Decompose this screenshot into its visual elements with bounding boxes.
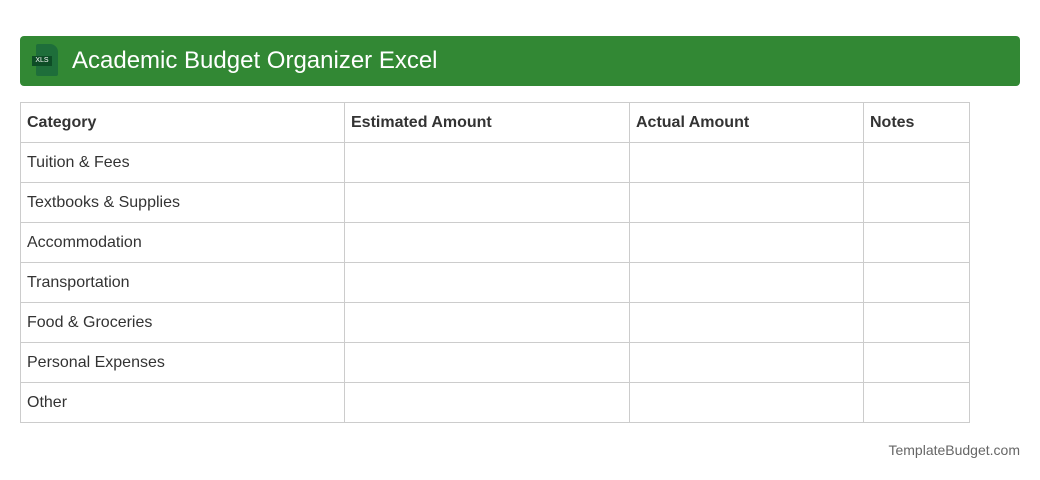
table-row: Personal Expenses bbox=[20, 342, 970, 383]
estimated-cell[interactable] bbox=[344, 222, 630, 263]
title-bar: XLS Academic Budget Organizer Excel bbox=[20, 36, 1020, 86]
actual-cell[interactable] bbox=[629, 382, 864, 423]
estimated-cell[interactable] bbox=[344, 342, 630, 383]
notes-cell[interactable] bbox=[863, 382, 970, 423]
header-category: Category bbox=[20, 102, 345, 143]
table-row: Accommodation bbox=[20, 222, 970, 263]
actual-cell[interactable] bbox=[629, 262, 864, 303]
category-cell[interactable]: Other bbox=[20, 382, 345, 423]
header-notes: Notes bbox=[863, 102, 970, 143]
notes-cell[interactable] bbox=[863, 342, 970, 383]
header-estimated: Estimated Amount bbox=[344, 102, 630, 143]
estimated-cell[interactable] bbox=[344, 302, 630, 343]
budget-table: Category Estimated Amount Actual Amount … bbox=[20, 102, 970, 423]
actual-cell[interactable] bbox=[629, 342, 864, 383]
actual-cell[interactable] bbox=[629, 182, 864, 223]
category-cell[interactable]: Textbooks & Supplies bbox=[20, 182, 345, 223]
notes-cell[interactable] bbox=[863, 142, 970, 183]
notes-cell[interactable] bbox=[863, 182, 970, 223]
actual-cell[interactable] bbox=[629, 302, 864, 343]
table-row: Tuition & Fees bbox=[20, 142, 970, 183]
xls-file-icon: XLS bbox=[32, 44, 62, 78]
category-cell[interactable]: Tuition & Fees bbox=[20, 142, 345, 183]
category-cell[interactable]: Accommodation bbox=[20, 222, 345, 263]
notes-cell[interactable] bbox=[863, 302, 970, 343]
estimated-cell[interactable] bbox=[344, 382, 630, 423]
notes-cell[interactable] bbox=[863, 222, 970, 263]
estimated-cell[interactable] bbox=[344, 182, 630, 223]
page-title: Academic Budget Organizer Excel bbox=[72, 47, 438, 74]
notes-cell[interactable] bbox=[863, 262, 970, 303]
footer-credit[interactable]: TemplateBudget.com bbox=[888, 442, 1020, 458]
table-header-row: Category Estimated Amount Actual Amount … bbox=[20, 102, 970, 143]
estimated-cell[interactable] bbox=[344, 262, 630, 303]
actual-cell[interactable] bbox=[629, 222, 864, 263]
table-row: Food & Groceries bbox=[20, 302, 970, 343]
category-cell[interactable]: Transportation bbox=[20, 262, 345, 303]
estimated-cell[interactable] bbox=[344, 142, 630, 183]
table-row: Transportation bbox=[20, 262, 970, 303]
actual-cell[interactable] bbox=[629, 142, 864, 183]
table-row: Other bbox=[20, 382, 970, 423]
table-row: Textbooks & Supplies bbox=[20, 182, 970, 223]
category-cell[interactable]: Food & Groceries bbox=[20, 302, 345, 343]
header-actual: Actual Amount bbox=[629, 102, 864, 143]
category-cell[interactable]: Personal Expenses bbox=[20, 342, 345, 383]
